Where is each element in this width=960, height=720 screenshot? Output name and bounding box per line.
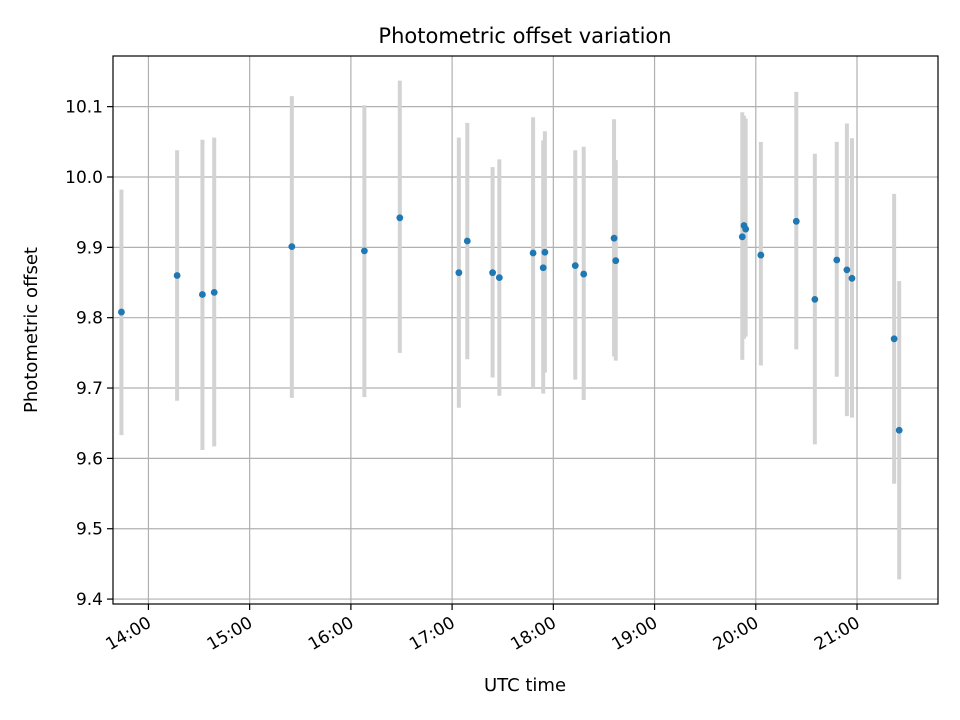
x-tick-label: 21:00 bbox=[811, 613, 863, 655]
data-point bbox=[541, 248, 549, 256]
data-point bbox=[529, 249, 537, 257]
data-point bbox=[610, 234, 618, 242]
data-point bbox=[612, 257, 620, 265]
y-tick-label: 9.9 bbox=[76, 238, 103, 258]
data-points bbox=[118, 214, 903, 434]
plot-frame bbox=[112, 55, 939, 605]
grid-lines bbox=[113, 56, 938, 604]
chart-title: Photometric offset variation bbox=[378, 24, 671, 48]
data-point bbox=[580, 270, 588, 278]
data-point bbox=[173, 272, 181, 279]
y-tick-label: 9.5 bbox=[76, 520, 103, 540]
error-bars bbox=[119, 80, 902, 580]
x-tick-label: 20:00 bbox=[710, 613, 762, 655]
x-axis-label: UTC time bbox=[484, 675, 566, 696]
data-point bbox=[118, 308, 125, 316]
data-point bbox=[738, 233, 746, 241]
y-tick-label: 9.4 bbox=[76, 590, 103, 610]
x-tick-label: 19:00 bbox=[609, 613, 661, 655]
data-point bbox=[792, 217, 800, 225]
data-point bbox=[811, 295, 819, 303]
y-axis-ticks: 9.4 9.5 9.6 9.7 9.8 9.9 10.0 10.1 bbox=[65, 98, 113, 610]
data-point bbox=[210, 288, 218, 296]
data-point bbox=[848, 274, 856, 282]
data-point bbox=[489, 269, 497, 277]
data-point bbox=[843, 266, 851, 274]
data-point bbox=[455, 269, 463, 277]
y-tick-label: 9.8 bbox=[76, 309, 103, 329]
data-point bbox=[396, 214, 404, 222]
y-tick-label: 10.1 bbox=[65, 98, 103, 118]
data-point bbox=[742, 225, 750, 233]
data-point bbox=[539, 264, 547, 272]
data-point bbox=[463, 237, 471, 245]
data-point bbox=[360, 247, 368, 255]
data-point bbox=[833, 256, 841, 264]
x-tick-label: 15:00 bbox=[204, 613, 256, 655]
x-tick-label: 18:00 bbox=[507, 613, 559, 655]
x-tick-label: 16:00 bbox=[305, 613, 357, 655]
x-axis-ticks: 14:00 15:00 16:00 17:00 18:00 19:00 20:00 21:00 bbox=[102, 604, 864, 655]
data-point bbox=[890, 335, 898, 343]
y-tick-label: 10.0 bbox=[65, 168, 103, 188]
data-point bbox=[757, 251, 765, 259]
data-point bbox=[288, 243, 296, 251]
data-point bbox=[495, 274, 503, 281]
data-point bbox=[199, 291, 206, 298]
data-point bbox=[895, 426, 903, 434]
x-tick-label: 14:00 bbox=[102, 613, 154, 655]
y-tick-label: 9.6 bbox=[76, 449, 103, 469]
x-tick-label: 17:00 bbox=[406, 613, 458, 655]
y-axis-label: Photometric offset bbox=[21, 247, 42, 413]
data-point bbox=[571, 262, 579, 270]
y-tick-label: 9.7 bbox=[76, 379, 103, 399]
